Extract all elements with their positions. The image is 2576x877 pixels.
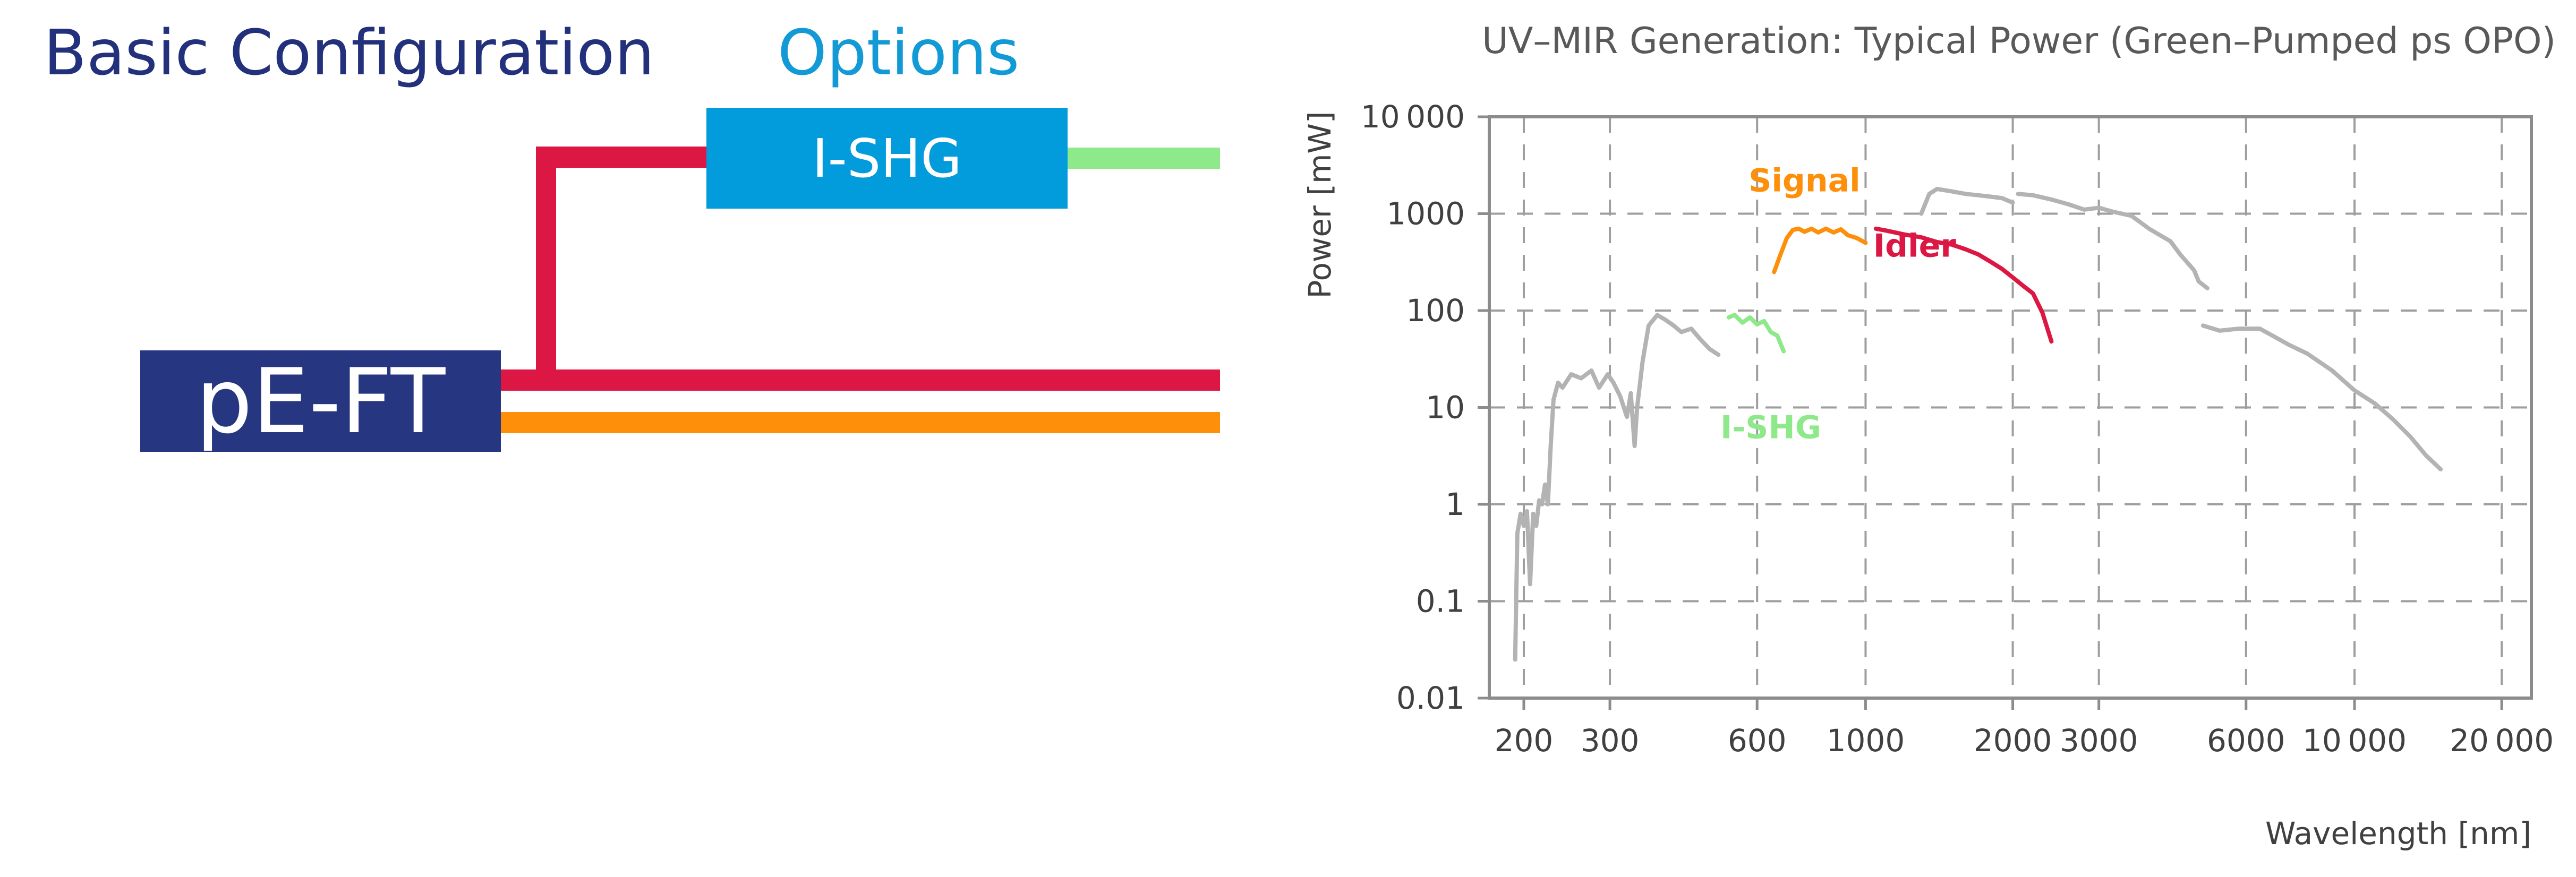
- idler-beam-vertical: [536, 147, 556, 385]
- annotation-i-shg: I-SHG: [1720, 409, 1821, 446]
- peft-module-label: pE-FT: [195, 349, 446, 453]
- series-gray-4: [1635, 313, 1721, 410]
- ishg-beam-output: [1067, 148, 1220, 169]
- x-tick-label: 1000: [1827, 723, 1905, 759]
- x-tick-label: 3000: [2060, 723, 2138, 759]
- annotation-idler: Idler: [1873, 227, 1957, 264]
- series-idler: [1873, 226, 2054, 344]
- x-tick-label: 10 000: [2302, 723, 2407, 759]
- series-i-shg: [1726, 313, 1786, 354]
- y-tick-label: 100: [1406, 293, 1465, 329]
- y-tick-label: 1000: [1386, 196, 1465, 232]
- y-axis-label: Power [mW]: [1302, 111, 1338, 299]
- series-gray-3: [1513, 368, 1640, 662]
- x-tick-label: 6000: [2207, 723, 2285, 759]
- idler-beam-to-ishg: [536, 147, 707, 168]
- x-axis-label: Wavelength [nm]: [2265, 815, 2531, 852]
- y-tick-label: 1: [1445, 486, 1465, 522]
- peft-module: pE-FT: [140, 349, 501, 453]
- x-tick-label: 200: [1495, 723, 1554, 759]
- y-tick-label: 10 000: [1361, 99, 1465, 135]
- options-heading: Options: [778, 16, 1020, 89]
- series-signal: [1772, 226, 1868, 274]
- x-tick-label: 2000: [1974, 723, 2052, 759]
- ishg-module: I-SHG: [706, 108, 1068, 209]
- series-gray-5: [1919, 186, 2015, 216]
- annotation-signal: Signal: [1748, 162, 1861, 199]
- y-tick-label: 0.1: [1416, 583, 1465, 620]
- chart-title: UV–MIR Generation: Typical Power (Green–…: [1482, 20, 2556, 62]
- x-tick-label: 600: [1728, 723, 1787, 759]
- x-tick-label: 20 000: [2450, 723, 2554, 759]
- series-gray-6: [2016, 192, 2210, 290]
- y-tick-label: 0.01: [1396, 680, 1465, 716]
- idler-beam-output: [501, 369, 1220, 391]
- y-tick-label: 10: [1426, 390, 1465, 426]
- signal-beam-output: [501, 412, 1220, 433]
- series-gray-7: [2200, 323, 2443, 471]
- x-tick-label: 300: [1581, 723, 1640, 759]
- ishg-module-label: I-SHG: [812, 127, 962, 190]
- basic-configuration-heading: Basic Configuration: [44, 16, 655, 89]
